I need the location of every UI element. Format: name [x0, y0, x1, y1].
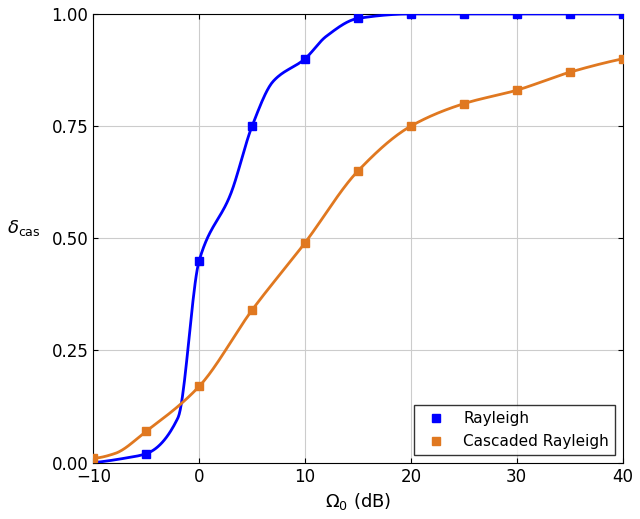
Cascaded Rayleigh — [354, 168, 362, 174]
Rayleigh — [460, 11, 468, 17]
Cascaded Rayleigh — [301, 240, 309, 246]
Cascaded Rayleigh — [407, 123, 415, 129]
Cascaded Rayleigh — [90, 455, 97, 461]
Rayleigh — [142, 450, 150, 457]
Y-axis label: $\delta_{\mathrm{cas}}$: $\delta_{\mathrm{cas}}$ — [7, 218, 40, 238]
Cascaded Rayleigh — [566, 69, 573, 75]
X-axis label: $\Omega_0$ (dB): $\Omega_0$ (dB) — [324, 491, 391, 512]
Cascaded Rayleigh — [619, 56, 627, 62]
Cascaded Rayleigh — [248, 307, 256, 313]
Rayleigh — [195, 257, 203, 264]
Cascaded Rayleigh — [195, 383, 203, 389]
Rayleigh — [301, 56, 309, 62]
Cascaded Rayleigh — [513, 87, 520, 93]
Cascaded Rayleigh — [460, 101, 468, 107]
Legend: Rayleigh, Cascaded Rayleigh: Rayleigh, Cascaded Rayleigh — [414, 405, 615, 455]
Rayleigh — [248, 123, 256, 129]
Rayleigh — [566, 11, 573, 17]
Cascaded Rayleigh — [142, 428, 150, 434]
Rayleigh — [619, 11, 627, 17]
Rayleigh — [513, 11, 520, 17]
Rayleigh — [407, 11, 415, 17]
Rayleigh — [354, 16, 362, 22]
Line: Cascaded Rayleigh: Cascaded Rayleigh — [89, 54, 627, 462]
Line: Rayleigh: Rayleigh — [142, 10, 627, 458]
